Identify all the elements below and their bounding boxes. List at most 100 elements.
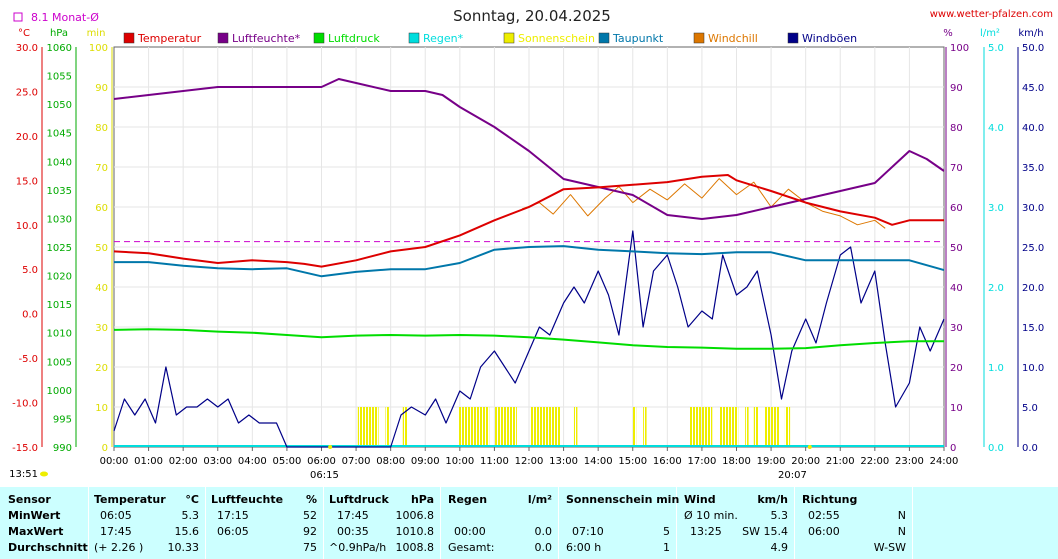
luftfeuchte-unit: % bbox=[305, 493, 317, 506]
sunrise-marker bbox=[328, 445, 333, 449]
luftdruck-unit: hPa bbox=[410, 493, 434, 506]
wind-tick-label: 10.0 bbox=[1022, 363, 1044, 374]
x-tick-label: 16:00 bbox=[653, 456, 682, 467]
rain-tick-label: 5.0 bbox=[988, 43, 1004, 54]
sonnenschein-bar bbox=[458, 407, 490, 447]
pct-tick-label: 50 bbox=[950, 243, 963, 254]
sun-icon bbox=[40, 471, 48, 477]
press-avg-value: 1008.8 bbox=[395, 541, 435, 554]
series-line-luftfeuchte bbox=[113, 78, 945, 220]
wind-avg10-label: Ø 10 min. bbox=[684, 509, 738, 522]
temperatur-unit: °C bbox=[185, 493, 199, 506]
stats-col-wind: Wind km/h Ø 10 min. 5.3 13:25 SW 15.4 4.… bbox=[676, 487, 795, 559]
legend: Temperatur Luftfeuchte* Luftdruck Regen* Son… bbox=[123, 32, 857, 45]
x-tick-label: 06:00 bbox=[307, 456, 336, 467]
pct-tick-label: 40 bbox=[950, 283, 963, 294]
press-max-value: 1010.8 bbox=[395, 525, 435, 538]
weather-chart: Sonntag, 20.04.2025 www.wetter-pfalzen.c… bbox=[9, 7, 1053, 481]
hpa-tick-label: 1050 bbox=[47, 100, 72, 111]
pct-tick-label: 0 bbox=[950, 443, 956, 454]
legend-swatch-sonnenschein bbox=[503, 32, 515, 44]
hpa-tick-label: 990 bbox=[53, 443, 72, 454]
sonnenschein-bar bbox=[753, 407, 759, 447]
temp-tick-label: 15.0 bbox=[16, 176, 38, 187]
x-tick-label: 08:00 bbox=[376, 456, 405, 467]
temp-tick-label: 10.0 bbox=[16, 221, 38, 232]
x-tick-label: 24:00 bbox=[930, 456, 959, 467]
hpa-tick-label: 1045 bbox=[47, 129, 72, 140]
right-axes: 10090807060504030201005.04.03.02.01.00.0… bbox=[945, 43, 1044, 454]
hpa-tick-label: 1010 bbox=[47, 329, 72, 340]
x-tick-label: 07:00 bbox=[342, 456, 371, 467]
hum-avg-value: 75 bbox=[303, 541, 317, 554]
row-label-max: MaxWert bbox=[8, 525, 64, 538]
min-tick-label: 40 bbox=[95, 283, 108, 294]
rain-unit: l/m² bbox=[980, 28, 1000, 39]
x-tick-label: 10:00 bbox=[445, 456, 474, 467]
x-tick-label: 20:00 bbox=[791, 456, 820, 467]
sunrise-label: 06:15 bbox=[310, 470, 339, 481]
time-left-label: 13:51 bbox=[9, 469, 38, 480]
x-tick-label: 11:00 bbox=[480, 456, 509, 467]
min-tick-label: 80 bbox=[95, 123, 108, 134]
x-tick-label: 12:00 bbox=[515, 456, 544, 467]
x-tick-label: 00:00 bbox=[100, 456, 129, 467]
legend-label-windboeen: Windböen bbox=[802, 32, 857, 45]
temp-unit: °C bbox=[18, 28, 30, 39]
rain-max-time: 00:00 bbox=[454, 525, 486, 538]
wind-tick-label: 0.0 bbox=[1022, 443, 1038, 454]
wind-tick-label: 20.0 bbox=[1022, 283, 1044, 294]
x-tick-label: 23:00 bbox=[895, 456, 924, 467]
legend-swatch-windchill bbox=[693, 32, 705, 44]
temp-max-value: 15.6 bbox=[174, 525, 200, 538]
dir-avg-value: W-SW bbox=[873, 541, 906, 554]
hpa-tick-label: 1055 bbox=[47, 72, 72, 83]
temperatur-header: Temperatur bbox=[94, 493, 166, 506]
row-label-avg: Durchschnitt bbox=[8, 541, 88, 554]
x-tick-label: 17:00 bbox=[688, 456, 717, 467]
min-tick-label: 70 bbox=[95, 163, 108, 174]
hpa-tick-label: 1015 bbox=[47, 300, 72, 311]
sonnenschein-bar bbox=[745, 407, 749, 447]
sonnenschein-bar bbox=[643, 407, 647, 447]
legend-swatch-temperatur bbox=[123, 32, 135, 44]
wind-tick-label: 15.0 bbox=[1022, 323, 1044, 334]
grid bbox=[114, 47, 944, 447]
hpa-tick-label: 1030 bbox=[47, 214, 72, 225]
wind-tick-label: 40.0 bbox=[1022, 123, 1044, 134]
sonnenschein-bar bbox=[357, 407, 379, 447]
legend-label-luftfeuchte: Luftfeuchte* bbox=[232, 32, 301, 45]
x-tick-label: 03:00 bbox=[203, 456, 232, 467]
source-link[interactable]: www.wetter-pfalzen.com bbox=[930, 9, 1053, 20]
sun-avg-value: 1 bbox=[663, 541, 670, 554]
sonnenschein-bar bbox=[573, 407, 578, 447]
wind-tick-label: 45.0 bbox=[1022, 83, 1044, 94]
dir-min-time: 02:55 bbox=[808, 509, 840, 522]
pct-tick-label: 90 bbox=[950, 83, 963, 94]
min-tick-label: 90 bbox=[95, 83, 108, 94]
dir-min-value: N bbox=[897, 509, 906, 522]
hpa-tick-label: 995 bbox=[53, 414, 72, 425]
legend-label-luftdruck: Luftdruck bbox=[328, 32, 380, 45]
temp-avg-change: (+ 2.26 ) bbox=[94, 541, 144, 554]
wind-tick-label: 5.0 bbox=[1022, 403, 1038, 414]
pct-tick-label: 70 bbox=[950, 163, 963, 174]
luftfeuchte-header: Luftfeuchte bbox=[211, 493, 284, 506]
min-tick-label: 50 bbox=[95, 243, 108, 254]
wind-max-time: 13:25 bbox=[690, 525, 722, 538]
series-lines bbox=[113, 78, 945, 449]
press-min-time: 17:45 bbox=[337, 509, 369, 522]
hpa-unit: hPa bbox=[50, 28, 68, 39]
sonnenschein-bar bbox=[494, 407, 517, 447]
dir-max-time: 06:00 bbox=[808, 525, 840, 538]
pct-tick-label: 60 bbox=[950, 203, 963, 214]
sun-max-value: 5 bbox=[663, 525, 670, 538]
sunset-marker bbox=[807, 445, 812, 449]
legend-swatch-luftdruck bbox=[313, 32, 325, 44]
hpa-tick-label: 1035 bbox=[47, 186, 72, 197]
chart-title: Sonntag, 20.04.2025 bbox=[453, 7, 611, 25]
pct-tick-label: 30 bbox=[950, 323, 963, 334]
hpa-tick-label: 1000 bbox=[47, 386, 72, 397]
rain-total-value: 0.0 bbox=[534, 541, 553, 554]
legend-swatch-luftfeuchte bbox=[217, 32, 229, 44]
